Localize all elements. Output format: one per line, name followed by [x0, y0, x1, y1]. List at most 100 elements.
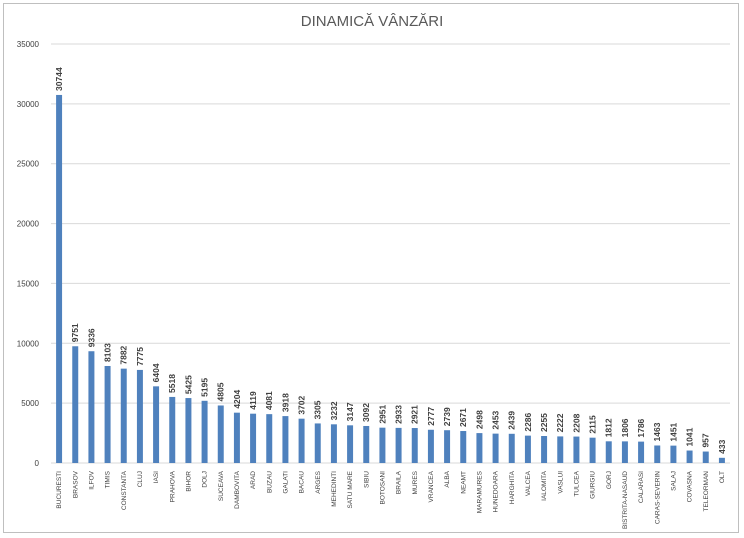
data-label: 433 [717, 439, 727, 453]
bar [363, 425, 370, 463]
y-tick-label: 5000 [21, 399, 39, 408]
bar [233, 412, 240, 463]
x-tick-label: HARGHITA [509, 470, 516, 504]
x-tick-label: VASLUI [557, 471, 564, 494]
y-tick-label: 30000 [17, 100, 40, 109]
data-label: 5518 [167, 374, 177, 393]
chart-title: DINAMICĂ VÂNZĂRI [301, 13, 444, 30]
x-tick-label: SALAJ [670, 471, 677, 491]
x-tick-label: VRANCEA [428, 470, 435, 502]
data-label: 1786 [636, 418, 646, 437]
bar [395, 427, 402, 463]
x-tick-label: BRASOV [72, 470, 79, 498]
data-label: 7775 [135, 347, 145, 366]
data-label: 2739 [442, 407, 452, 426]
x-axis-ticks: BUCURESTI BRASOV ILFOV TIMIS CONSTANTA CLUJ IA… [56, 470, 726, 529]
data-label: 2208 [571, 413, 581, 432]
x-tick-label: TIMIS [105, 470, 112, 488]
x-tick-label: CONSTANTA [121, 470, 128, 510]
bar [56, 94, 63, 463]
bar [492, 433, 499, 463]
data-label: 2286 [523, 412, 533, 431]
x-tick-label: SIBIU [363, 471, 370, 488]
data-label: 5195 [200, 378, 210, 397]
data-label: 3702 [297, 395, 307, 414]
bar [153, 386, 160, 463]
bar [702, 451, 709, 463]
bar [654, 445, 661, 463]
bar [508, 433, 515, 463]
x-tick-label: GALATI [282, 471, 289, 494]
bar [573, 436, 580, 463]
chart-area: DINAMICĂ VÂNZĂRI 0 5000 10000 15000 20000 250… [3, 3, 739, 533]
bar [460, 431, 467, 463]
bar [136, 369, 143, 463]
data-label: 4119 [248, 391, 258, 410]
y-tick-label: 0 [35, 459, 40, 468]
x-tick-label: BUZAU [266, 471, 273, 493]
x-tick-label: COVASNA [687, 470, 694, 502]
data-label: 2921 [410, 405, 420, 424]
x-tick-label: DOLJ [202, 471, 209, 488]
x-tick-label: ILFOV [88, 470, 95, 489]
data-label: 5425 [183, 375, 193, 394]
y-tick-label: 25000 [17, 160, 40, 169]
bar [541, 436, 548, 463]
bar [605, 441, 612, 463]
data-label: 9751 [70, 323, 80, 342]
data-label: 1463 [652, 422, 662, 441]
bar [298, 418, 305, 463]
y-tick-label: 35000 [17, 40, 40, 49]
bar [314, 423, 321, 463]
data-label: 2933 [394, 405, 404, 424]
data-label: 8103 [103, 343, 113, 362]
data-label: 3092 [361, 403, 371, 422]
data-labels: 30744 9751 9336 8103 7882 7775 6404 5518 5425 519… [54, 67, 727, 454]
gridlines [51, 43, 730, 464]
bar [686, 450, 693, 463]
bar [476, 433, 483, 463]
data-label: 9336 [86, 328, 96, 347]
data-label: 1451 [668, 422, 678, 441]
x-tick-label: SUCEAVA [218, 470, 225, 501]
data-label: 4204 [232, 389, 242, 408]
bar [201, 400, 208, 463]
bar [524, 435, 531, 463]
data-label: 4805 [216, 382, 226, 401]
bar [347, 425, 354, 463]
bar [411, 428, 418, 463]
bar [427, 429, 434, 463]
data-label: 2777 [426, 407, 436, 426]
x-tick-label: TULCEA [573, 470, 580, 496]
x-tick-label: OLT [719, 471, 726, 483]
x-tick-label: GORJ [606, 471, 613, 489]
x-tick-label: IALOMITA [541, 470, 548, 501]
x-tick-label: MARAMURES [476, 470, 483, 513]
x-tick-label: PRAHOVA [169, 470, 176, 502]
bar [718, 457, 725, 463]
y-tick-label: 20000 [17, 220, 40, 229]
sales-bar-chart: DINAMICĂ VÂNZĂRI 0 5000 10000 15000 20000 250… [17, 13, 730, 529]
bar [638, 441, 645, 463]
data-label: 1806 [620, 418, 630, 437]
data-label: 2255 [539, 413, 549, 432]
data-label: 1041 [685, 427, 695, 446]
x-tick-label: GIURGIU [590, 471, 597, 499]
bar [169, 396, 176, 463]
data-label: 6404 [151, 363, 161, 382]
data-label: 30744 [54, 67, 64, 91]
data-label: 2498 [474, 410, 484, 429]
data-label: 3918 [280, 393, 290, 412]
x-tick-label: NEAMT [460, 471, 467, 494]
x-tick-label: CLUJ [137, 471, 144, 487]
data-label: 2115 [588, 415, 598, 434]
data-label: 3232 [329, 401, 339, 420]
bar [444, 430, 451, 463]
x-tick-label: BOTOSANI [379, 471, 386, 505]
bar [217, 405, 224, 463]
bar [330, 424, 337, 463]
x-tick-label: BISTRITA-NASAUD [622, 471, 629, 529]
data-label: 957 [701, 433, 711, 447]
data-label: 2222 [555, 413, 565, 432]
data-label: 2951 [377, 404, 387, 423]
